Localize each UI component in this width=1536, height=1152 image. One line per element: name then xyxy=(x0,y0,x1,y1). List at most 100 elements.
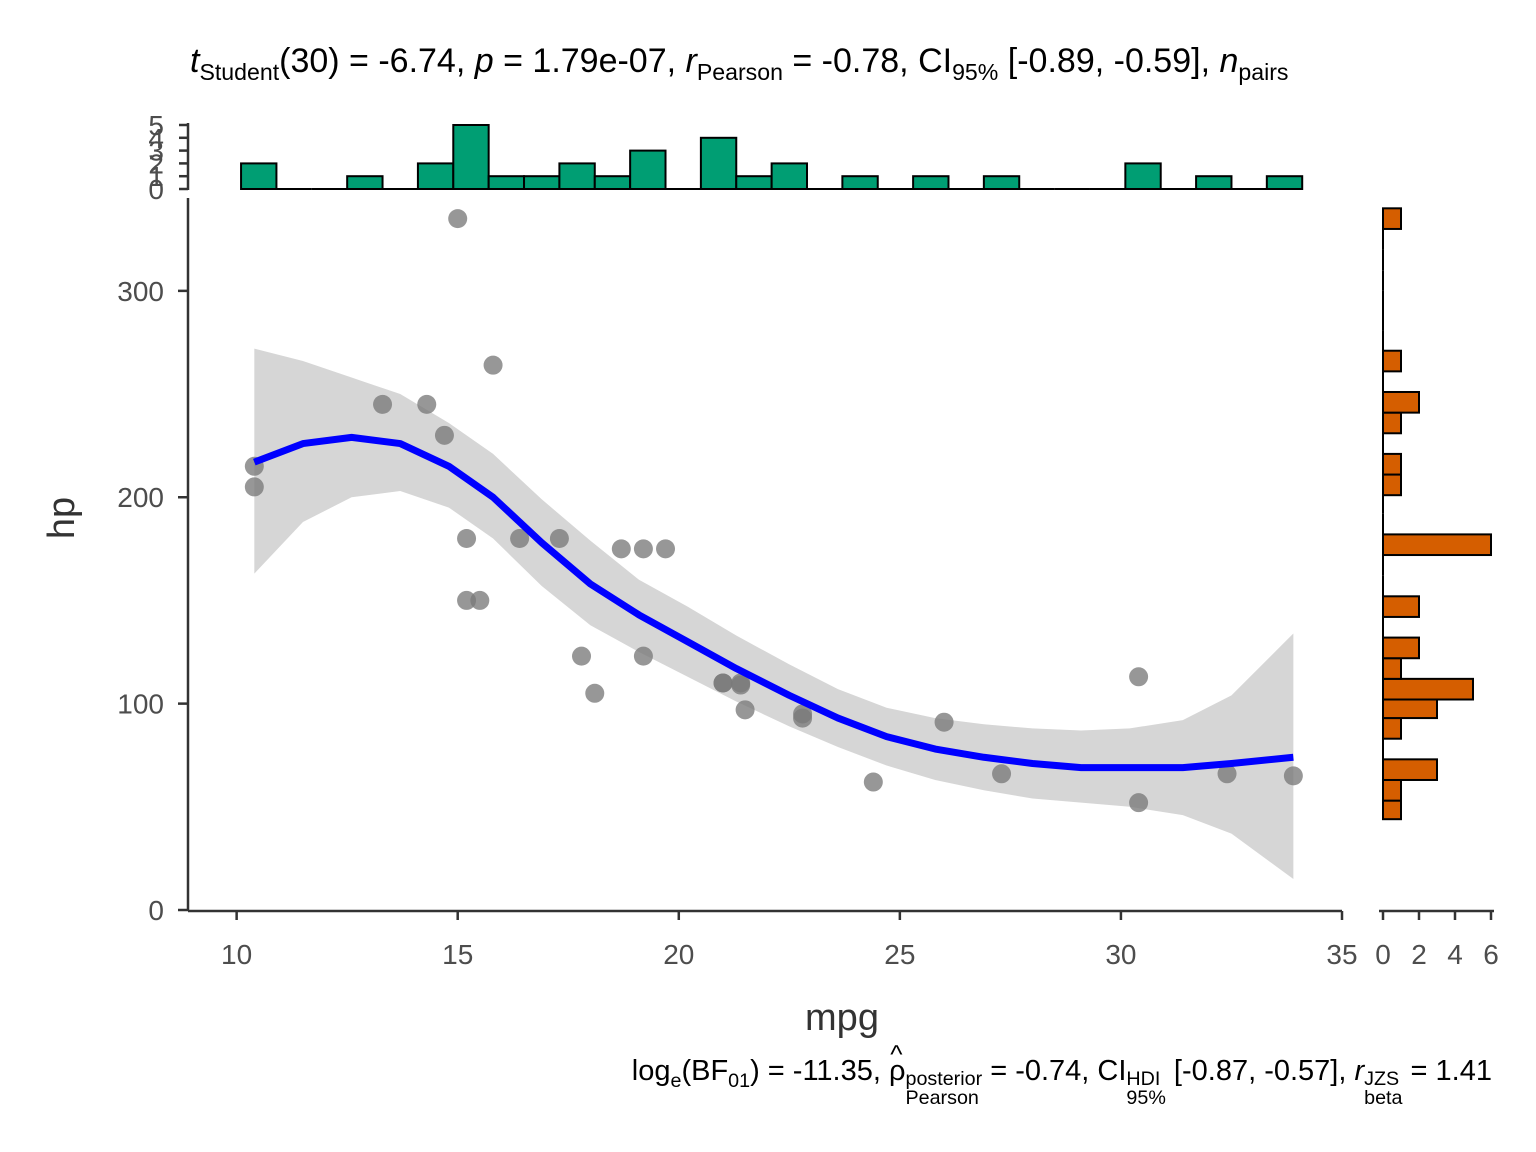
y-tick-label: 0 xyxy=(148,895,164,926)
data-point xyxy=(731,675,751,695)
data-point xyxy=(633,539,653,559)
data-point xyxy=(244,477,264,497)
right-histogram-bar xyxy=(1382,677,1474,701)
data-point xyxy=(483,355,503,375)
right-histogram-bar xyxy=(1382,452,1402,476)
data-point xyxy=(934,712,954,732)
data-point xyxy=(611,539,631,559)
right-histogram-tick-label: 2 xyxy=(1411,939,1427,970)
r-beta-symbol: r xyxy=(1354,1055,1365,1087)
data-point xyxy=(1129,793,1149,813)
x-axis-title: mpg xyxy=(805,997,879,1039)
data-point xyxy=(735,700,755,720)
ci-value: [-0.89, -0.59], xyxy=(998,42,1220,80)
r-scripts: JZS beta xyxy=(1364,1067,1403,1109)
top-histogram-bar xyxy=(1265,175,1304,190)
right-histogram-bar xyxy=(1382,778,1402,802)
data-point xyxy=(585,683,605,703)
r-symbol: r xyxy=(686,42,702,81)
top-histogram-bar xyxy=(593,175,632,190)
right-histogram-bar xyxy=(1382,411,1402,435)
bf-text: (BF xyxy=(681,1055,729,1087)
data-point xyxy=(457,529,477,549)
x-tick-label: 20 xyxy=(663,939,694,970)
rho-scripts: posterior Pearson xyxy=(905,1067,983,1109)
t-symbol: t xyxy=(190,42,200,80)
t-statistic: (30) = -6.74, xyxy=(279,42,475,80)
data-point xyxy=(448,209,468,229)
data-point xyxy=(1283,766,1303,786)
top-histogram-tick-label: 2 xyxy=(148,148,164,179)
top-histogram-bar xyxy=(841,175,879,190)
top-statistics-subtitle: tStudent(30) = -6.74, p = 1.79e-07, rPea… xyxy=(190,42,1536,86)
rho-subscript: Pearson xyxy=(905,1086,979,1109)
ci-subscript-bottom: 95% xyxy=(1126,1086,1166,1109)
top-histogram-bar xyxy=(346,175,384,190)
ci-superscript: HDI xyxy=(1126,1067,1161,1090)
ci-scripts: HDI 95% xyxy=(1126,1067,1166,1109)
ci-value-bottom: [-0.87, -0.57], xyxy=(1165,1055,1355,1087)
p-symbol: p xyxy=(474,42,494,80)
data-point xyxy=(656,539,676,559)
top-histogram-tick-label: 5 xyxy=(148,110,164,141)
top-histogram-bar xyxy=(240,162,278,190)
data-point xyxy=(417,394,437,414)
right-histogram-bar xyxy=(1382,390,1420,414)
r-beta-value: = 1.41 xyxy=(1402,1055,1492,1087)
smooth-line xyxy=(253,433,1294,772)
top-histogram-bar xyxy=(699,136,738,191)
top-histogram-bar xyxy=(770,162,809,190)
data-point xyxy=(470,590,490,610)
right-histogram-tick-label: 4 xyxy=(1447,939,1463,970)
data-point xyxy=(793,704,813,724)
bf-value: ) = -11.35, xyxy=(750,1055,889,1087)
right-histogram-bar xyxy=(1382,349,1402,373)
top-histogram-tick-label: 0 xyxy=(148,174,164,205)
right-histogram-bar xyxy=(1382,207,1402,230)
r-beta-subscript: beta xyxy=(1364,1086,1403,1109)
n-symbol: n xyxy=(1219,42,1239,80)
right-histogram-bar xyxy=(1382,533,1492,557)
top-histogram-tick-label: 1 xyxy=(148,161,164,192)
data-point xyxy=(373,394,393,414)
p-value: = 1.79e-07, xyxy=(493,42,686,80)
r-superscript: JZS xyxy=(1364,1067,1400,1090)
right-histogram-bar xyxy=(1382,758,1438,781)
right-histogram-tick-label: 0 xyxy=(1375,939,1391,970)
data-point xyxy=(633,646,653,666)
y-tick-label: 200 xyxy=(117,482,164,513)
top-histogram-bar xyxy=(452,124,490,190)
top-histogram-bar xyxy=(523,175,561,190)
rho-value: = -0.74, CI xyxy=(982,1055,1127,1087)
rho-superscript: posterior xyxy=(905,1067,983,1090)
n-subscript: pairs xyxy=(1238,59,1289,86)
right-histogram-bar xyxy=(1382,595,1420,618)
right-histogram-bar xyxy=(1382,657,1402,680)
y-axis-title: hp xyxy=(41,497,83,539)
right-histogram-tick-label: 6 xyxy=(1483,939,1499,970)
data-point xyxy=(510,529,530,549)
axes: 10 15 20 25 30 35 0 100 200 300 xyxy=(117,198,1358,970)
scatter-points xyxy=(244,209,1303,813)
data-point xyxy=(1217,764,1237,784)
data-point xyxy=(1129,667,1149,687)
top-histogram-bar xyxy=(558,162,596,190)
ci-subscript: 95% xyxy=(952,59,999,86)
data-point xyxy=(572,646,592,666)
data-point xyxy=(713,673,733,693)
log-subscript: e xyxy=(670,1069,682,1092)
right-histogram-bar xyxy=(1382,799,1402,821)
x-tick-label: 10 xyxy=(221,939,252,970)
y-tick-label: 300 xyxy=(117,276,164,307)
data-point xyxy=(549,529,569,549)
confidence-band-area xyxy=(254,348,1294,880)
right-histogram-bar xyxy=(1382,473,1402,497)
right-histogram-bar xyxy=(1382,717,1402,740)
r-value: = -0.78, CI xyxy=(782,42,953,80)
y-tick-label: 100 xyxy=(117,689,164,720)
top-histogram-bar xyxy=(416,162,455,190)
